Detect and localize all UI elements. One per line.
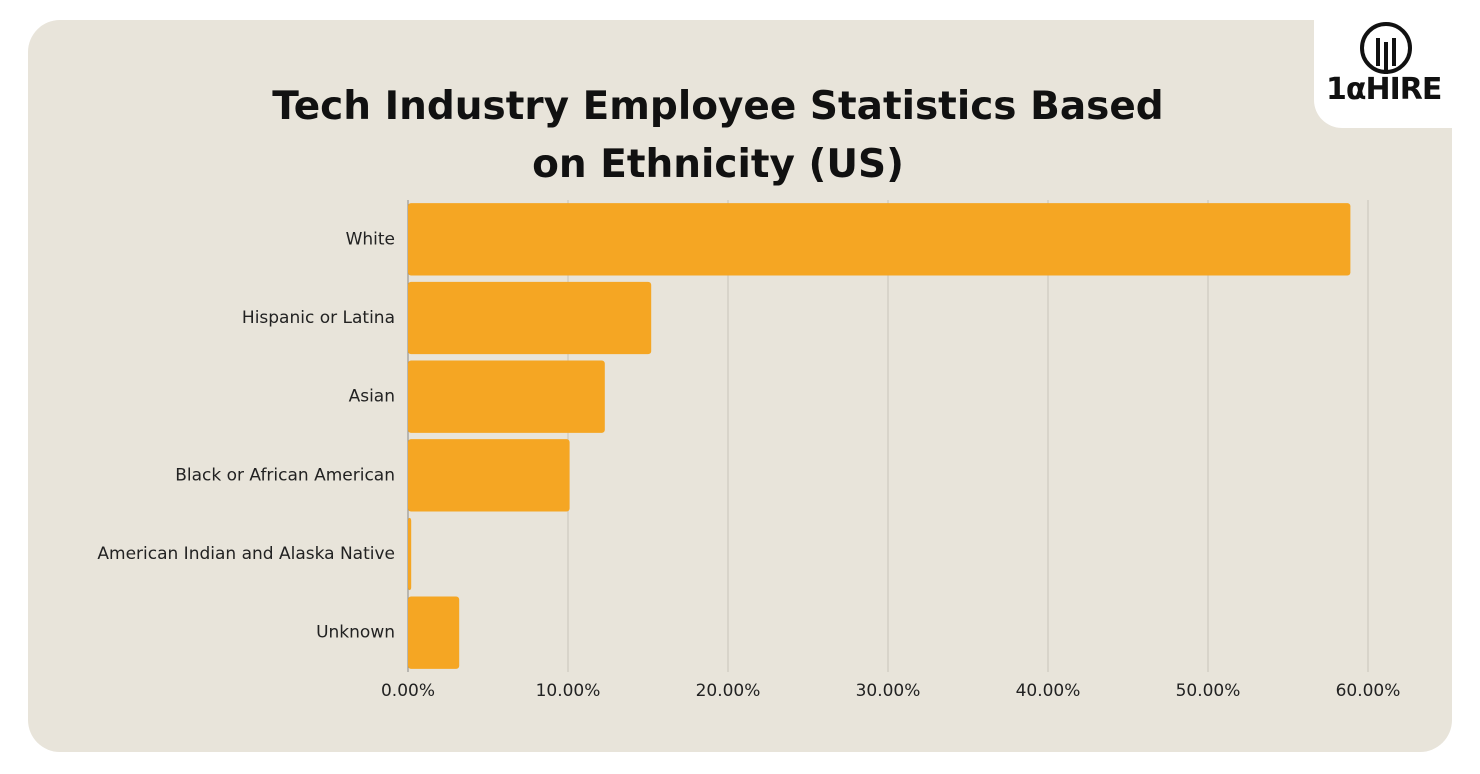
bar bbox=[408, 203, 1351, 276]
y-tick-label: American Indian and Alaska Native bbox=[97, 544, 395, 564]
y-tick-label: Asian bbox=[349, 387, 395, 407]
bar bbox=[408, 596, 460, 669]
bar bbox=[408, 439, 570, 512]
x-tick-label: 40.00% bbox=[1016, 681, 1081, 701]
chart-title: Tech Industry Employee Statistics Based … bbox=[272, 84, 1164, 187]
x-tick-label: 10.00% bbox=[536, 681, 601, 701]
bar bbox=[408, 281, 652, 355]
bar bbox=[408, 360, 605, 433]
logo: 1αHIRE bbox=[1314, 0, 1480, 128]
x-tick-label: 60.00% bbox=[1336, 681, 1401, 701]
y-tick-label: White bbox=[346, 229, 395, 249]
x-tick-label: 0.00% bbox=[381, 681, 435, 701]
x-tick-label: 50.00% bbox=[1176, 681, 1241, 701]
x-tick-label: 30.00% bbox=[856, 681, 921, 701]
y-tick-label: Black or African American bbox=[175, 465, 395, 485]
bar bbox=[408, 517, 412, 591]
logo-text: 1αHIRE bbox=[1326, 72, 1442, 107]
y-tick-label: Unknown bbox=[316, 623, 395, 643]
y-tick-label: Hispanic or Latina bbox=[242, 308, 395, 328]
logo-icon bbox=[1360, 22, 1412, 74]
chart-background bbox=[28, 20, 1452, 752]
x-tick-label: 20.00% bbox=[696, 681, 761, 701]
